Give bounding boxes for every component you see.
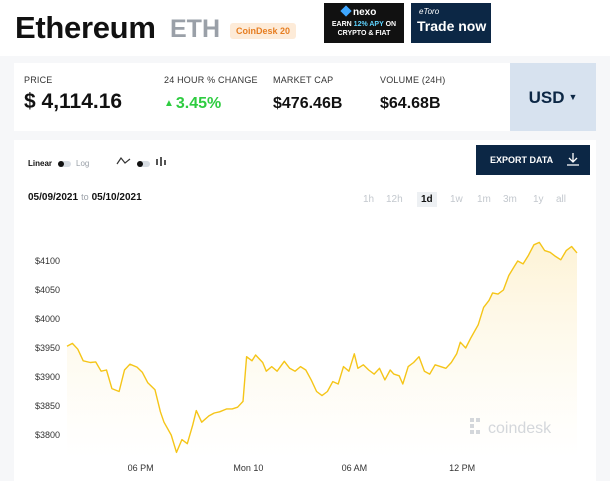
nexo-logo: nexo bbox=[340, 5, 376, 18]
y-tick-label: $4050 bbox=[35, 285, 60, 295]
range-1d[interactable]: 1d bbox=[417, 192, 437, 207]
date-range[interactable]: 05/09/2021 to 05/10/2021 bbox=[28, 192, 142, 203]
coin-name: Ethereum bbox=[15, 10, 156, 45]
market-cap-value: $476.46B bbox=[273, 95, 343, 112]
market-cap-label: MARKET CAP bbox=[273, 75, 334, 85]
price-line bbox=[66, 241, 578, 454]
nexo-logo-icon bbox=[340, 5, 352, 17]
price-area-fill bbox=[67, 242, 577, 458]
range-1h[interactable]: 1h bbox=[363, 194, 375, 205]
log-scale-label[interactable]: Log bbox=[76, 159, 90, 168]
coin-symbol: ETH bbox=[170, 15, 220, 43]
change-label: 24 HOUR % CHANGE bbox=[164, 75, 258, 85]
nexo-ad-line1: EARN 12% APY ON bbox=[331, 21, 397, 28]
range-12h[interactable]: 12h bbox=[386, 194, 403, 205]
svg-text:coindesk: coindesk bbox=[488, 420, 552, 437]
chart-type-toggle[interactable] bbox=[137, 161, 150, 167]
y-tick-label: $4100 bbox=[35, 256, 60, 266]
date-from[interactable]: 05/09/2021 bbox=[28, 192, 79, 203]
y-tick-label: $3950 bbox=[35, 343, 60, 353]
x-tick-label: 12 PM bbox=[449, 463, 475, 473]
price-value: $ 4,114.16 bbox=[24, 90, 123, 113]
change-value: ▲ 3.45% bbox=[164, 95, 222, 112]
download-icon bbox=[567, 153, 579, 166]
price-chart[interactable]: $4100 $4050 $4000 $3950 $3900 $3850 $3800 06 P… bbox=[14, 230, 596, 481]
range-all[interactable]: all bbox=[556, 194, 567, 205]
range-1y[interactable]: 1y bbox=[533, 194, 544, 205]
scale-toggle[interactable] bbox=[58, 161, 71, 167]
y-tick-label: $3900 bbox=[35, 372, 60, 382]
price-stats-bar: PRICE $ 4,114.16 24 HOUR % CHANGE ▲ 3.45%… bbox=[14, 63, 596, 131]
volume-value: $64.68B bbox=[380, 95, 441, 112]
x-tick-label: 06 PM bbox=[128, 463, 154, 473]
etoro-logo: eToro bbox=[419, 7, 440, 16]
range-1m[interactable]: 1m bbox=[477, 194, 491, 205]
volume-label: VOLUME (24H) bbox=[380, 75, 446, 85]
coindesk20-badge[interactable]: CoinDesk 20 bbox=[230, 23, 297, 39]
y-tick-label: $3850 bbox=[35, 401, 60, 411]
candlestick-icon[interactable] bbox=[155, 156, 167, 168]
date-to[interactable]: 05/10/2021 bbox=[91, 192, 142, 203]
etoro-ad-banner[interactable]: eToro Trade now bbox=[411, 3, 491, 43]
x-tick-label: 06 AM bbox=[342, 463, 368, 473]
line-chart-icon[interactable] bbox=[116, 156, 132, 166]
range-1w[interactable]: 1w bbox=[450, 194, 463, 205]
coin-header: Ethereum ETH CoinDesk 20 nexo EARN 12% A… bbox=[0, 0, 610, 56]
price-label: PRICE bbox=[24, 75, 53, 85]
date-separator: to bbox=[81, 192, 89, 202]
y-tick-label: $3800 bbox=[35, 430, 60, 440]
currency-select[interactable]: USD ▼ bbox=[510, 63, 596, 131]
caret-down-icon: ▼ bbox=[568, 92, 578, 102]
nexo-ad-banner[interactable]: nexo EARN 12% APY ON CRYPTO & FIAT bbox=[324, 3, 404, 43]
etoro-trade-now[interactable]: Trade now bbox=[417, 18, 487, 34]
range-3m[interactable]: 3m bbox=[503, 194, 517, 205]
coindesk-watermark: coindesk bbox=[470, 418, 552, 437]
up-triangle-icon: ▲ bbox=[164, 98, 174, 109]
linear-scale-label[interactable]: Linear bbox=[28, 159, 53, 168]
nexo-ad-line2: CRYPTO & FIAT bbox=[337, 30, 391, 37]
y-tick-label: $4000 bbox=[35, 314, 60, 324]
x-tick-label: Mon 10 bbox=[233, 463, 263, 473]
export-data-button[interactable]: EXPORT DATA bbox=[476, 145, 590, 175]
